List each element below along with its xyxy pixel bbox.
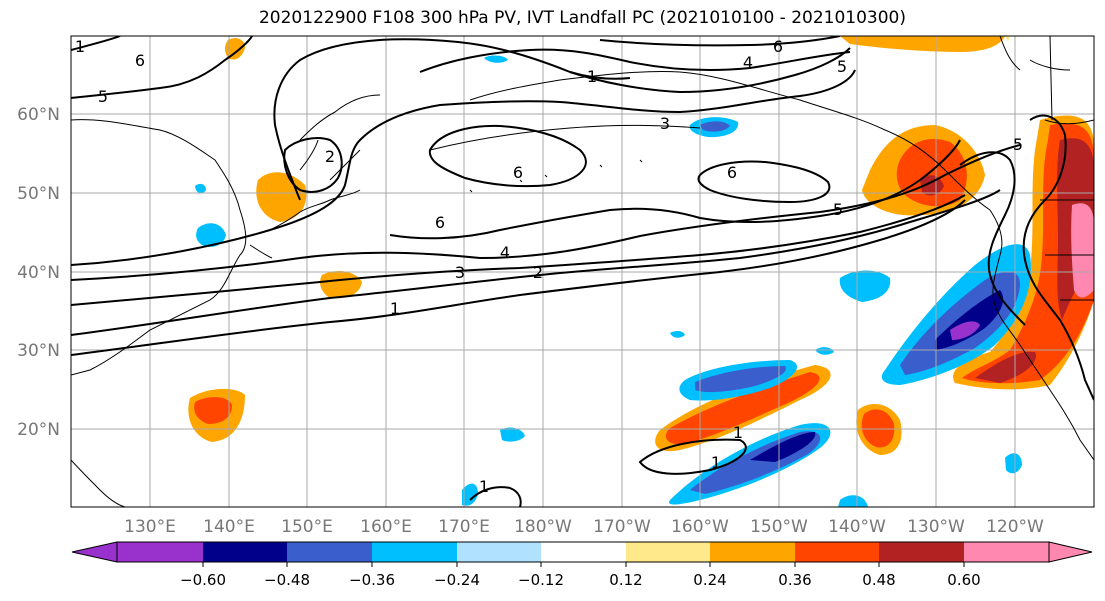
colorbar-segment <box>287 542 372 562</box>
contour-6c <box>697 160 831 204</box>
contour-3 <box>71 194 966 306</box>
lon-label: 120°W <box>986 517 1044 537</box>
lon-label: 130°W <box>907 517 965 537</box>
colorbar-segment <box>710 542 795 562</box>
contour-label: 2 <box>533 263 543 282</box>
lon-label: 170°W <box>593 517 651 537</box>
contour-label: 5 <box>1013 135 1023 154</box>
contour-6d <box>599 36 841 47</box>
colorbar-tick-label: −0.24 <box>434 571 480 589</box>
colorbar-tick-label: −0.36 <box>349 571 395 589</box>
map-title: 2020122900 F108 300 hPa PV, IVT Landfall… <box>258 8 906 28</box>
colorbar-segment <box>372 542 457 562</box>
colorbar-tick-label: 0.60 <box>947 571 980 589</box>
colorbar-tick-label: 0.48 <box>862 571 895 589</box>
contour-6a <box>389 139 961 240</box>
contour-1b <box>569 71 631 80</box>
contour-1d <box>638 438 747 475</box>
contour-label: 1 <box>75 37 85 56</box>
contour-4b <box>273 38 851 201</box>
colorbar-segment <box>795 542 879 562</box>
contour-5a <box>71 69 856 266</box>
contour-label: 5 <box>837 57 847 76</box>
negative-anomaly-fills <box>195 55 1031 507</box>
lon-label: 160°E <box>360 517 412 537</box>
contour-1e <box>469 486 522 507</box>
colorbar-tick-label: −0.60 <box>180 571 226 589</box>
contour-label: 1 <box>733 423 743 442</box>
gridlines <box>71 36 1094 507</box>
colorbar-tick-label: −0.12 <box>518 571 564 589</box>
colorbar: −0.60 −0.48 −0.36 −0.24 −0.12 0.12 0.24 … <box>71 541 1093 589</box>
colorbar-extend-min <box>71 541 118 563</box>
colorbar-segment <box>879 542 964 562</box>
colorbar-extend-max <box>1048 541 1093 563</box>
contour-1 <box>71 199 966 356</box>
lon-label: 150°E <box>281 517 333 537</box>
lon-label: 150°W <box>750 517 808 537</box>
contour-2b <box>283 137 343 193</box>
latitude-labels: 60°N 50°N 40°N 30°N 20°N <box>17 105 60 440</box>
coastline-northamerica <box>989 209 1094 461</box>
contour-label: 5 <box>98 87 108 106</box>
contour-label: 1 <box>479 477 489 496</box>
colorbar-segment <box>117 542 203 562</box>
lat-label: 40°N <box>17 263 60 283</box>
contour-label: 4 <box>500 243 510 262</box>
longitude-labels: 130°E 140°E 150°E 160°E 170°E 180°W 170°… <box>124 517 1044 537</box>
pv-contours <box>71 36 1094 507</box>
contour-label: 6 <box>727 163 737 182</box>
lat-label: 60°N <box>17 105 60 125</box>
contour-label: 4 <box>743 53 753 72</box>
contour-5c <box>419 48 851 73</box>
colorbar-segment <box>541 542 626 562</box>
contour-2 <box>71 189 1001 336</box>
contour-1c <box>71 36 121 51</box>
coastline-aleutians <box>429 124 701 151</box>
colorbar-tick-label: 0.24 <box>693 571 726 589</box>
contour-label: 3 <box>455 263 465 282</box>
contour-label: 1 <box>711 453 721 472</box>
contour-label: 6 <box>135 51 145 70</box>
coastline-kamchatka <box>299 94 381 181</box>
colorbar-segment <box>457 542 541 562</box>
contour-label: 3 <box>660 114 670 133</box>
lon-label: 160°W <box>671 517 729 537</box>
contour-label: 6 <box>773 37 783 56</box>
contour-label: 5 <box>833 200 843 219</box>
lat-label: 50°N <box>17 184 60 204</box>
colorbar-segment <box>203 542 287 562</box>
lat-label: 20°N <box>17 420 60 440</box>
lat-label: 30°N <box>17 341 60 361</box>
lon-label: 140°W <box>828 517 886 537</box>
lon-label: 180°W <box>514 517 572 537</box>
contour-6b <box>428 124 587 188</box>
colorbar-tick-label: 0.12 <box>609 571 642 589</box>
map-panel: 1 1 1 1 2 2 3 3 4 4 5 5 5 5 6 6 6 6 6 1 … <box>71 36 1094 507</box>
contour-label: 6 <box>435 213 445 232</box>
colorbar-segment <box>626 542 710 562</box>
contour-label: 1 <box>587 67 597 86</box>
contour-5b <box>71 36 253 99</box>
coastline-japan <box>249 139 361 259</box>
lon-label: 140°E <box>203 517 255 537</box>
contour-label: 1 <box>390 299 400 318</box>
lon-label: 170°E <box>438 517 490 537</box>
contour-label: 2 <box>325 147 335 166</box>
colorbar-tick-label: −0.48 <box>264 571 310 589</box>
colorbar-segment <box>964 542 1049 562</box>
map-frame <box>70 35 1095 508</box>
contour-4 <box>71 144 1021 281</box>
contour-label: 6 <box>513 163 523 182</box>
lon-label: 130°E <box>124 517 176 537</box>
contour-6e <box>959 151 1026 326</box>
colorbar-tick-label: 0.36 <box>778 571 811 589</box>
contour-5d <box>1022 114 1094 401</box>
contour-labels: 1 1 1 1 2 2 3 3 4 4 5 5 5 5 6 6 6 6 6 1 … <box>75 37 1023 496</box>
